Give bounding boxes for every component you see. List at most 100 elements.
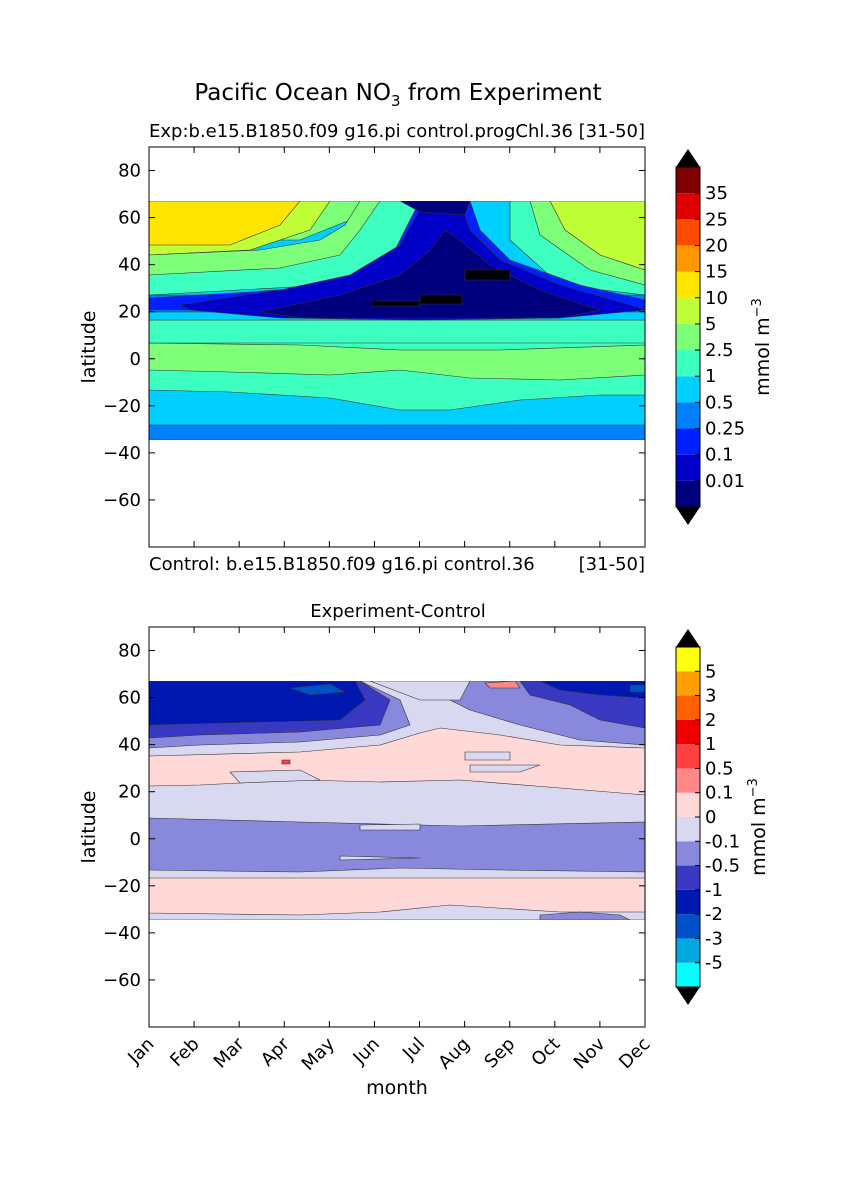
colorbar-segment (676, 938, 700, 963)
y-tick-label: 40 (118, 255, 141, 276)
top-yaxis: 80 60 40 20 0 −20 −40 −60 (103, 161, 645, 511)
colorbar-extend-min (676, 987, 700, 1005)
x-tick-label: Aug (434, 1034, 474, 1074)
y-tick-label: −60 (103, 970, 141, 991)
x-tick-label: Sep (480, 1034, 519, 1073)
colorbar-segment (676, 889, 700, 915)
colorbar-segment (676, 695, 700, 720)
top-xticks (148, 147, 646, 547)
colorbar-segment (676, 454, 700, 481)
top-band-left-1 (149, 201, 421, 296)
colorbar-segment (676, 402, 700, 429)
x-tick-label: Dec (615, 1034, 654, 1073)
x-tick-label: Jul (398, 1034, 429, 1065)
colorbar-segment (676, 245, 700, 272)
y-tick-label: 60 (118, 208, 141, 229)
colorbar-segment (676, 671, 700, 696)
top-colorbar-label: mmol m−3 (750, 298, 774, 396)
x-tick-label: Jun (349, 1034, 384, 1069)
y-tick-label: −40 (103, 923, 141, 944)
colorbar-label: -3 (705, 928, 723, 949)
colorbar-label: 5 (705, 661, 716, 682)
colorbar-label: -2 (705, 904, 723, 925)
colorbar-label: 0.1 (705, 783, 734, 804)
colorbar-label: 1 (705, 734, 716, 755)
bottom-colorbar-label: mmol m−3 (746, 778, 770, 876)
colorbar-segment (676, 376, 700, 403)
x-tick-label: Jan (123, 1034, 158, 1069)
y-tick-label: −40 (103, 443, 141, 464)
y-tick-label: −20 (103, 876, 141, 897)
colorbar-segment (676, 792, 700, 817)
top-band-lowlat-025 (149, 424, 645, 440)
y-tick-label: 80 (118, 161, 141, 182)
colorbar-segment (676, 817, 700, 842)
top-band-equator-25 (149, 342, 645, 381)
bot-band-mid-neg1-right (539, 681, 645, 699)
colorbar-segment (676, 865, 700, 890)
top-subtitle-bottom-left: Control: b.e15.B1850.f09 g16.pi control.… (149, 554, 535, 575)
top-axes-frame (148, 146, 646, 548)
x-tick-label: Feb (166, 1034, 203, 1071)
top-subtitle-bottom-right: [31-50] (579, 554, 645, 575)
colorbar-label: 3 (705, 686, 716, 707)
colorbar-label: 0.01 (705, 471, 745, 492)
y-tick-label: 20 (118, 782, 141, 803)
top-band-ice-edge (399, 201, 471, 216)
colorbar-label: -0.5 (705, 856, 740, 877)
x-tick-label: Mar (210, 1033, 249, 1072)
colorbar-label: 35 (705, 183, 728, 204)
colorbar-label: 0.25 (705, 419, 745, 440)
y-tick-label: 20 (118, 302, 141, 323)
colorbar-extend-max (676, 149, 700, 167)
top-colorbar: 0.01 0.1 0.25 0.5 1 2.5 5 10 15 20 25 35 (675, 149, 745, 525)
x-tick-label: Oct (527, 1034, 564, 1071)
colorbar-segment (676, 323, 700, 351)
colorbar-label: 0.5 (705, 392, 734, 413)
colorbar-label: 15 (705, 262, 728, 283)
bot-band-north-pale (369, 681, 471, 701)
bottom-contour-field (149, 681, 645, 920)
bottom-colorbar: -5 -3 -2 -1 -0.5 -0.1 0 0.1 0.5 1 2 3 5 (675, 629, 740, 1005)
y-tick-label: 60 (118, 688, 141, 709)
colorbar-segment (676, 219, 700, 246)
x-tick-label: Nov (570, 1033, 610, 1073)
colorbar-segment (676, 768, 700, 793)
top-band-blackpatch-3 (371, 300, 421, 307)
x-tick-label: May (298, 1033, 339, 1074)
colorbar-label: 0 (705, 807, 716, 828)
x-tick-label: Apr (257, 1033, 294, 1070)
colorbar-label: 2 (705, 710, 716, 731)
bottom-axes-frame (148, 626, 646, 1028)
y-tick-label: 0 (130, 829, 141, 850)
colorbar-label: 10 (705, 288, 728, 309)
bot-band-lat30-neg (229, 769, 321, 784)
bot-band-pos-dot (281, 759, 291, 765)
y-tick-label: −20 (103, 396, 141, 417)
top-band-blackpatch-2 (419, 294, 463, 305)
colorbar-label: -5 (705, 953, 723, 974)
y-tick-label: 40 (118, 735, 141, 756)
bot-band-eq-island (359, 823, 421, 831)
bot-band-eq-island2 (339, 855, 421, 861)
colorbar-label: 20 (705, 235, 728, 256)
colorbar-segment (676, 350, 700, 377)
bot-band-lat30-neg3 (469, 764, 541, 773)
colorbar-segment (676, 271, 700, 298)
colorbar-segment (676, 719, 700, 745)
bot-band-south-neg-small (539, 911, 631, 920)
colorbar-segment (676, 841, 700, 866)
colorbar-segment (676, 744, 700, 769)
top-panel: Exp:b.e15.B1850.f09 g16.pi control.progC… (78, 121, 774, 575)
bot-band-south-pos (149, 877, 645, 916)
y-tick-label: 0 (130, 349, 141, 370)
colorbar-segment (676, 167, 700, 194)
colorbar-segment (676, 962, 700, 987)
colorbar-segment (676, 480, 700, 507)
bottom-yaxis: 80 60 40 20 0 −20 −40 −60 (103, 641, 645, 991)
top-contour-field (149, 201, 645, 440)
colorbar-frame (675, 166, 701, 508)
colorbar-label: 1 (705, 366, 716, 387)
top-band-right-1 (509, 201, 645, 296)
